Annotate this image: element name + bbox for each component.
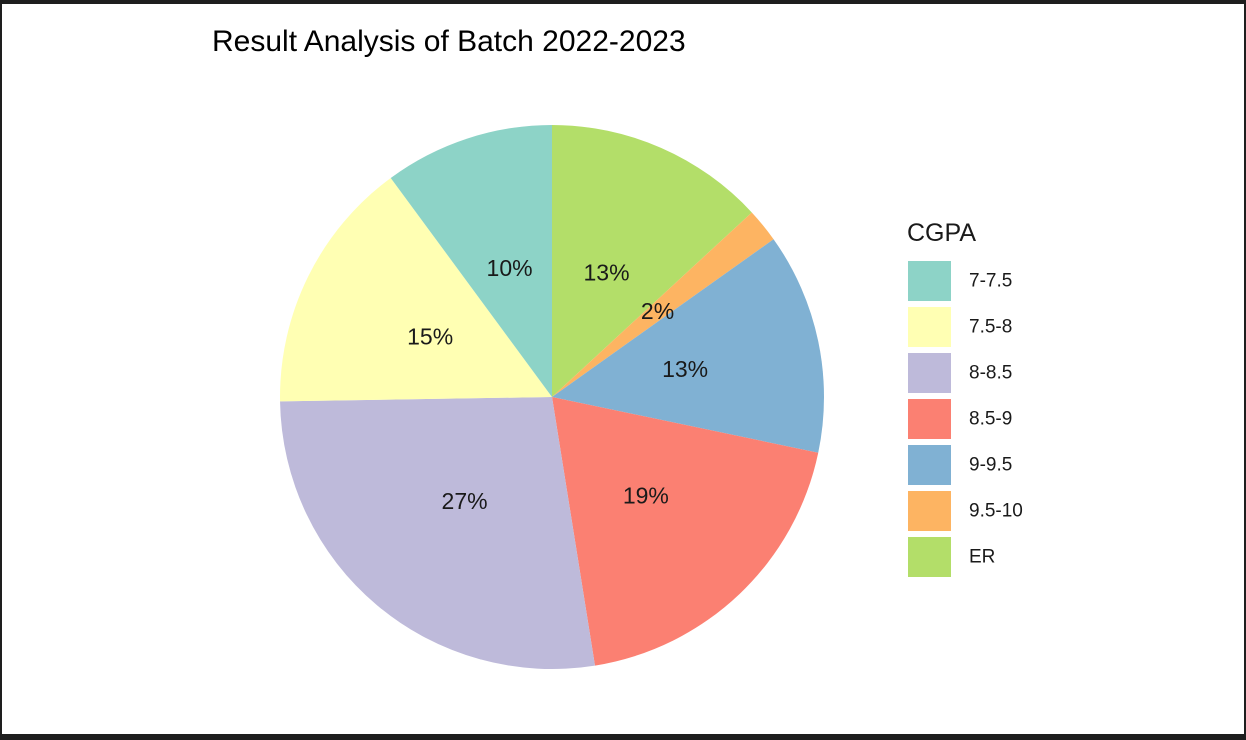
legend-title: CGPA — [907, 219, 976, 247]
legend: CGPA 7-7.5 7.5-8 8-8.5 8.5-9 9-9.5 9.5-10 ER — [907, 219, 1023, 577]
legend-swatch-8.5-9 — [908, 399, 951, 439]
slice-label-7.5-8: 15% — [407, 324, 453, 350]
pie-chart: Result Analysis of Batch 2022-2023 13% 2%… — [212, 25, 1023, 669]
legend-label-9.5-10: 9.5-10 — [969, 501, 1023, 522]
slice-label-8-8.5: 27% — [442, 488, 488, 514]
legend-label-8.5-9: 8.5-9 — [969, 409, 1012, 430]
legend-swatch-7.5-8 — [908, 307, 951, 347]
slice-label-9.5-10: 2% — [641, 298, 674, 324]
legend-label-7.5-8: 7.5-8 — [969, 317, 1012, 338]
pie-slice-9.5-10 — [552, 212, 774, 397]
legend-swatch-7-7.5 — [908, 261, 951, 301]
pie-slice-7.5-8 — [280, 177, 552, 402]
pie-slice-ER — [552, 125, 752, 397]
pie-slice-7-7.5 — [390, 125, 552, 397]
legend-label-7-7.5: 7-7.5 — [969, 271, 1012, 292]
legend-swatch-9.5-10 — [908, 491, 951, 531]
slice-label-9-9.5: 13% — [662, 356, 708, 382]
slice-label-7-7.5: 10% — [487, 255, 533, 281]
slice-label-8.5-9: 19% — [623, 482, 669, 508]
legend-items: 7-7.5 7.5-8 8-8.5 8.5-9 9-9.5 9.5-10 ER — [908, 261, 1023, 577]
legend-label-9-9.5: 9-9.5 — [969, 455, 1012, 476]
pie-slice-8.5-9 — [552, 397, 819, 666]
legend-swatch-ER — [908, 537, 951, 577]
pie-slice-labels: 13% 2% 13% 19% 27% 15% 10% — [407, 255, 708, 514]
legend-swatch-9-9.5 — [908, 445, 951, 485]
legend-label-8-8.5: 8-8.5 — [969, 363, 1012, 384]
pie-slice-9-9.5 — [552, 239, 824, 453]
pie-slice-8-8.5 — [280, 397, 595, 669]
slice-label-ER: 13% — [584, 259, 630, 285]
legend-label-ER: ER — [969, 547, 995, 568]
pie-slices — [280, 125, 824, 669]
chart-title: Result Analysis of Batch 2022-2023 — [212, 25, 686, 58]
legend-swatch-8-8.5 — [908, 353, 951, 393]
